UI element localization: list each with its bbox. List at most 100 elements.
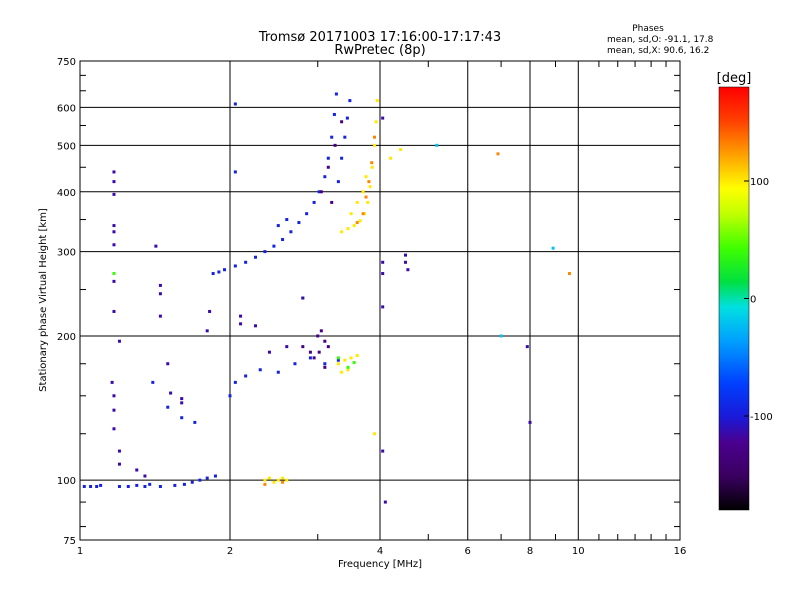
data-point xyxy=(336,362,340,366)
data-point xyxy=(95,484,99,488)
data-point xyxy=(112,243,116,247)
data-point xyxy=(381,449,385,453)
colorbar-ticks: 100 0 -100 xyxy=(744,177,773,423)
data-point xyxy=(263,478,267,482)
data-point xyxy=(158,292,162,296)
data-point xyxy=(285,345,289,349)
data-point xyxy=(151,380,155,384)
data-point xyxy=(233,380,237,384)
y-tick-label: 500 xyxy=(57,141,76,152)
data-point xyxy=(126,484,130,488)
data-point xyxy=(180,416,184,420)
data-point xyxy=(367,180,371,184)
data-point xyxy=(326,345,330,349)
phases-title: Phases xyxy=(632,24,664,34)
data-point xyxy=(373,143,377,147)
data-point xyxy=(301,345,305,349)
data-point xyxy=(319,329,323,333)
data-point xyxy=(135,483,139,487)
data-point xyxy=(336,358,340,362)
data-point xyxy=(370,161,374,165)
data-point xyxy=(223,268,227,272)
data-point xyxy=(158,484,162,488)
data-point xyxy=(319,190,323,194)
data-point xyxy=(499,334,503,338)
data-point xyxy=(253,324,257,328)
y-tick-label: 750 xyxy=(57,57,76,68)
data-point xyxy=(112,408,116,412)
points-layer xyxy=(82,92,571,504)
data-point xyxy=(375,99,379,103)
x-tick-label: 6 xyxy=(465,546,471,557)
data-point xyxy=(193,420,197,424)
data-point xyxy=(117,449,121,453)
data-point xyxy=(112,427,116,431)
y-tick-label: 100 xyxy=(57,476,76,487)
data-point xyxy=(148,482,152,486)
tick-layer: 1 2 4 6 8 10 16 75 100 200 300 400 500 600 750 xyxy=(57,57,686,557)
data-point xyxy=(383,500,387,504)
data-point xyxy=(198,478,202,482)
data-point xyxy=(346,368,350,372)
data-point xyxy=(117,484,121,488)
data-point xyxy=(308,350,312,354)
data-point xyxy=(340,370,344,374)
data-point xyxy=(89,484,93,488)
x-tick-label: 10 xyxy=(572,546,585,557)
data-point xyxy=(352,361,356,365)
data-point xyxy=(323,365,327,369)
data-point xyxy=(323,339,327,343)
data-point xyxy=(117,339,121,343)
data-point xyxy=(326,165,330,169)
data-point xyxy=(267,476,271,480)
data-point xyxy=(381,116,385,120)
y-tick-label: 75 xyxy=(63,536,76,547)
data-point xyxy=(330,200,334,204)
chart-subtitle: RwPretec (8p) xyxy=(334,43,425,58)
data-point xyxy=(233,102,237,106)
data-point xyxy=(345,116,349,120)
data-point xyxy=(312,200,316,204)
data-point xyxy=(112,170,116,174)
data-point xyxy=(263,250,267,254)
data-point xyxy=(317,350,321,354)
data-point xyxy=(349,212,353,216)
data-point xyxy=(208,309,212,313)
data-point xyxy=(112,309,116,313)
y-tick-label: 400 xyxy=(57,188,76,199)
y-tick-label: 200 xyxy=(57,332,76,343)
data-point xyxy=(525,345,529,349)
data-point xyxy=(333,143,337,147)
data-point xyxy=(285,218,289,222)
data-point xyxy=(317,190,321,194)
data-point xyxy=(180,397,184,401)
data-point xyxy=(374,120,378,124)
data-point xyxy=(332,112,336,116)
data-point xyxy=(276,478,280,482)
data-point xyxy=(567,272,571,276)
data-point xyxy=(361,190,365,194)
data-point xyxy=(112,272,116,276)
data-point xyxy=(370,165,374,169)
data-point xyxy=(336,356,340,360)
data-point xyxy=(316,334,320,338)
y-tick-label: 300 xyxy=(57,248,76,259)
data-point xyxy=(211,272,215,276)
data-point xyxy=(352,224,356,228)
data-point xyxy=(340,156,344,160)
data-point xyxy=(381,305,385,309)
data-point xyxy=(348,99,352,103)
data-point xyxy=(366,200,370,204)
data-point xyxy=(343,358,347,362)
data-point xyxy=(403,260,407,264)
x-tick-label: 4 xyxy=(377,546,383,557)
data-point xyxy=(272,244,276,248)
data-point xyxy=(368,185,372,189)
data-point xyxy=(213,474,217,478)
data-point xyxy=(281,476,285,480)
y-axis-label: Stationary phase Virtual Height [km] xyxy=(38,208,49,392)
data-point xyxy=(373,432,377,436)
data-point xyxy=(355,200,359,204)
data-point xyxy=(166,362,170,366)
